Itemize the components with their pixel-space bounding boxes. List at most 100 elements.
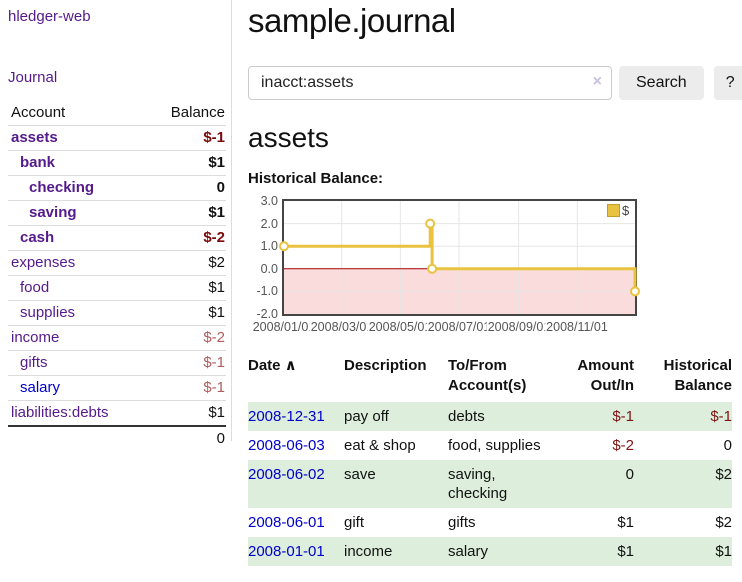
account-link-income[interactable]: income <box>11 329 60 346</box>
legend-swatch-icon <box>607 204 620 217</box>
transaction-amount: $-2 <box>612 437 634 454</box>
account-row: food $1 <box>8 275 226 301</box>
account-link-gifts[interactable]: gifts <box>20 354 48 371</box>
transaction-balance: $2 <box>715 514 732 531</box>
chart-label: Historical Balance: <box>248 170 384 187</box>
account-balance: $-1 <box>203 354 225 371</box>
register-row: 2008-12-31 pay off debts $-1 $-1 <box>248 402 732 431</box>
account-row: cash $-2 <box>8 225 226 251</box>
transaction-date-link[interactable]: 2008-06-02 <box>248 466 325 483</box>
chart-plot-area <box>279 199 640 316</box>
account-link-assets[interactable]: assets <box>11 129 58 146</box>
search-button[interactable]: Search <box>619 66 704 100</box>
account-row: assets $-1 <box>8 125 226 151</box>
transaction-date-link[interactable]: 2008-06-01 <box>248 514 325 531</box>
account-row: saving $1 <box>8 200 226 226</box>
transaction-accounts: salary <box>448 537 560 566</box>
y-axis-tick-label: -2.0 <box>256 307 278 321</box>
account-row: checking 0 <box>8 175 226 201</box>
transaction-accounts: debts <box>448 402 560 431</box>
transaction-amount: $1 <box>617 514 634 531</box>
account-row: salary $-1 <box>8 375 226 401</box>
transaction-balance: $-1 <box>650 402 732 431</box>
search-input[interactable] <box>248 66 612 100</box>
account-row: expenses $2 <box>8 250 226 276</box>
transaction-accounts: food, supplies <box>448 437 541 454</box>
register-row: 2008-06-01 gift gifts $1 $2 <box>248 508 732 537</box>
help-button[interactable]: ? <box>713 66 742 100</box>
register-table: Date ∧ Description To/From Account(s) Amoun… <box>248 356 732 566</box>
account-link-salary[interactable]: salary <box>20 379 61 396</box>
y-axis-tick-label: 0.0 <box>260 262 278 276</box>
transaction-accounts: gifts <box>448 514 476 531</box>
account-balance: $-2 <box>203 329 225 346</box>
account-link-saving[interactable]: saving <box>29 204 77 221</box>
transaction-balance: 0 <box>723 437 732 454</box>
transaction-amount: 0 <box>560 460 650 508</box>
accounts-total-row: 0 <box>8 426 226 451</box>
account-balance: $1 <box>208 279 225 296</box>
account-balance: $1 <box>208 304 225 321</box>
register-header-date[interactable]: Date ∧ <box>248 357 297 374</box>
transaction-description: save <box>344 460 448 508</box>
transaction-description: gift <box>344 514 365 531</box>
legend-label: $ <box>622 203 630 218</box>
y-axis-tick-label: 2.0 <box>260 217 278 231</box>
account-link-supplies[interactable]: supplies <box>20 304 76 321</box>
register-header-description: Description <box>344 357 427 374</box>
account-link-expenses[interactable]: expenses <box>11 254 76 271</box>
chart-legend: $ <box>607 203 629 218</box>
x-axis-tick-label: 2008/01/01 <box>251 320 317 334</box>
transaction-description: eat & shop <box>344 437 416 454</box>
register-header-historical-balance: Historical Balance <box>663 357 732 394</box>
transaction-balance: $2 <box>650 460 732 508</box>
account-link-food[interactable]: food <box>20 279 50 296</box>
historical-balance-chart: $ 3.0 2.0 1.0 0.0 -1.0 -2.0 2008/01/01 2008/03/… <box>248 194 688 339</box>
sort-ascending-icon[interactable]: ∧ <box>280 357 297 374</box>
account-row: supplies $1 <box>8 300 226 326</box>
sidebar: hledger-web Journal Account Balance asse… <box>0 0 232 447</box>
account-balance: $1 <box>208 204 225 221</box>
transaction-amount: $-1 <box>560 402 650 431</box>
transaction-accounts: saving, checking <box>448 460 560 508</box>
clear-search-icon[interactable]: × <box>592 73 602 90</box>
app-window: hledger-web Journal Account Balance asse… <box>0 0 742 566</box>
x-axis-tick-label: 2008/03/01 <box>309 320 375 334</box>
register-row: 2008-01-01 income salary $1 $1 <box>248 537 732 566</box>
y-axis-tick-label: 1.0 <box>260 239 278 253</box>
app-title-link[interactable]: hledger-web <box>8 8 91 25</box>
x-axis-tick-label: 2008/09/01 <box>486 320 552 334</box>
transaction-balance: $1 <box>650 537 732 566</box>
account-balance: 0 <box>216 179 225 196</box>
transaction-date-link[interactable]: 2008-06-03 <box>248 437 325 454</box>
sidebar-item-journal[interactable]: Journal <box>8 69 58 86</box>
accounts-header-balance: Balance <box>170 104 225 121</box>
transaction-date-link[interactable]: 2008-01-01 <box>248 543 325 560</box>
transaction-description: pay off <box>344 402 448 431</box>
x-axis-tick-label: 2008/11/01 <box>545 320 609 334</box>
transaction-description: income <box>344 537 448 566</box>
y-axis-tick-label: 3.0 <box>260 194 278 208</box>
account-link-checking[interactable]: checking <box>29 179 95 196</box>
main-content: sample.journal × Search ? assets Histori… <box>232 0 742 566</box>
accounts-header-account: Account <box>11 104 66 121</box>
account-link-cash[interactable]: cash <box>20 229 55 246</box>
transaction-amount: $1 <box>560 537 650 566</box>
y-axis-tick-label: -1.0 <box>256 284 278 298</box>
account-balance: $1 <box>208 154 225 171</box>
account-title: assets <box>248 122 329 153</box>
x-axis-tick-label: 2008/05/01 <box>367 320 433 334</box>
chart-canvas <box>279 201 640 314</box>
search-bar: × Search ? <box>248 66 742 100</box>
register-row: 2008-06-03 eat & shop food, supplies $-2 0 <box>248 431 732 460</box>
account-row: gifts $-1 <box>8 350 226 376</box>
register-header-to-from-account-s-: To/From Account(s) <box>448 357 527 394</box>
account-link-liabilities-debts[interactable]: liabilities:debts <box>11 404 109 421</box>
account-link-bank[interactable]: bank <box>20 154 56 171</box>
x-axis-tick-label: 2008/07/01 <box>426 320 492 334</box>
account-balance: $1 <box>208 404 225 421</box>
register-header-amount-out-in: Amount Out/In <box>577 357 634 394</box>
account-row: bank $1 <box>8 150 226 176</box>
transaction-date-link[interactable]: 2008-12-31 <box>248 408 325 425</box>
accounts-total-value: 0 <box>216 430 225 447</box>
